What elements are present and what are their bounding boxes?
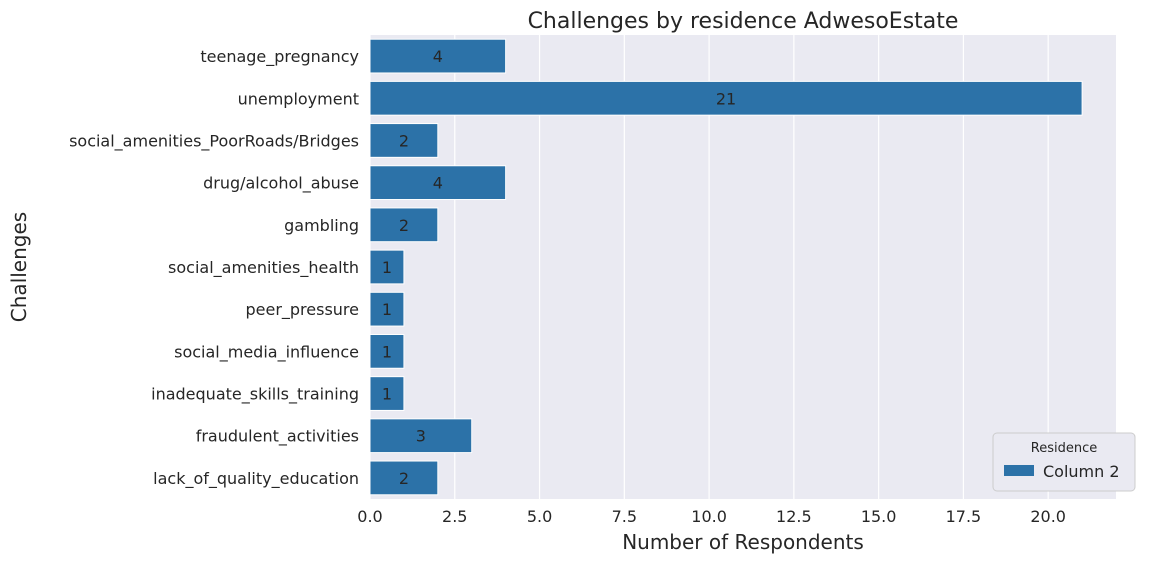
legend: Residence Column 2 (992, 432, 1136, 492)
x-tick-label: 7.5 (612, 507, 637, 526)
x-tick-label: 5.0 (527, 507, 552, 526)
bar (369, 291, 405, 327)
x-tick-label: 12.5 (776, 507, 812, 526)
bar-value-label: 2 (399, 216, 409, 235)
bar-value-label: 1 (382, 342, 392, 361)
y-tick-label: fraudulent_activities (196, 427, 359, 447)
bar (369, 333, 405, 369)
bars (369, 38, 1083, 496)
x-tick-label: 15.0 (861, 507, 897, 526)
bar (369, 123, 439, 158)
y-tick-label: lack_of_quality_education (153, 469, 359, 489)
legend-title: Residence (1031, 441, 1097, 456)
y-tick-label: social_media_influence (174, 342, 359, 362)
y-tick-label: gambling (284, 216, 359, 235)
bar-value-label: 2 (399, 131, 409, 150)
bar (369, 376, 405, 411)
bar (369, 165, 507, 201)
y-tick-labels: teenage_pregnancy unemployment social_amen… (69, 47, 359, 489)
bar-value-label: 3 (416, 427, 426, 446)
x-tick-label: 20.0 (1030, 507, 1066, 526)
chart-title: Challenges by residence AdwesoEstate (528, 9, 959, 34)
y-tick-label: social_amenities_PoorRoads/Bridges (69, 131, 359, 151)
x-tick-labels: 0.0 2.5 5.0 7.5 10.0 12.5 15.0 17.5 20.0 (357, 507, 1066, 526)
x-tick-label: 0.0 (357, 507, 382, 526)
y-tick-label: peer_pressure (245, 300, 359, 320)
bar (369, 38, 507, 74)
legend-entry-label: Column 2 (1043, 462, 1120, 481)
bar (369, 249, 405, 285)
bar-value-label: 2 (399, 469, 409, 488)
x-tick-label: 10.0 (691, 507, 727, 526)
bar (369, 418, 473, 454)
bar-value-label: 1 (382, 300, 392, 319)
y-axis-title: Challenges (7, 212, 31, 322)
bar-value-label: 4 (433, 174, 443, 193)
bar (369, 460, 439, 496)
legend-box (992, 432, 1136, 492)
bar-value-label: 21 (716, 89, 736, 108)
bar-value-label: 1 (382, 258, 392, 277)
y-tick-label: drug/alcohol_abuse (203, 174, 359, 194)
x-tick-label: 17.5 (946, 507, 982, 526)
y-tick-label: teenage_pregnancy (200, 47, 359, 67)
y-tick-label: social_amenities_health (168, 258, 359, 278)
y-tick-label: unemployment (238, 89, 359, 108)
y-tick-label: inadequate_skills_training (151, 385, 359, 405)
x-axis-title: Number of Respondents (622, 530, 864, 554)
bar-value-label: 1 (382, 385, 392, 404)
legend-swatch (1004, 465, 1034, 476)
x-tick-label: 2.5 (442, 507, 467, 526)
bar-value-label: 4 (433, 47, 443, 66)
bar (369, 207, 439, 243)
bar (369, 80, 1083, 116)
